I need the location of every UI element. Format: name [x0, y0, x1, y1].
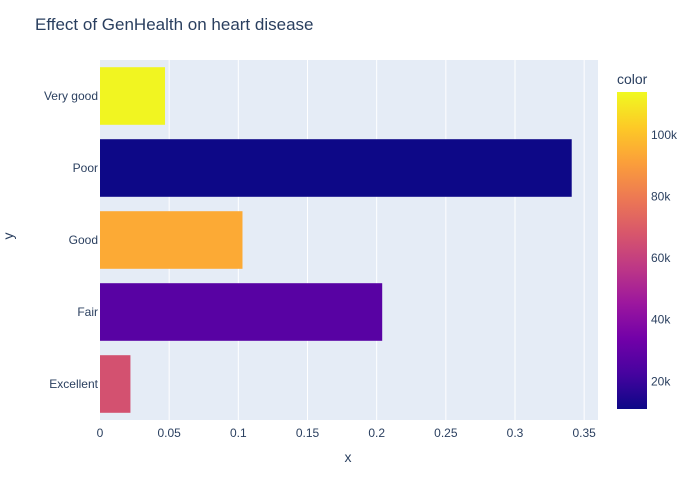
bar-excellent — [100, 355, 131, 413]
bar-good — [100, 211, 243, 269]
x-tick-labels: 0 0.05 0.1 0.15 0.2 0.25 0.3 0.35 — [97, 426, 597, 440]
y-tick-labels: Excellent Fair Good Poor Very good — [44, 89, 99, 391]
chart-title: Effect of GenHealth on heart disease — [35, 15, 313, 34]
x-axis-label: x — [345, 449, 352, 465]
colorbar-tick-label: 100k — [651, 128, 678, 142]
colorbar-tick-label: 40k — [651, 313, 671, 327]
x-tick-label: 0 — [97, 426, 104, 440]
colorbar-title: color — [617, 71, 648, 87]
y-tick-label: Fair — [77, 305, 98, 319]
x-tick-label: 0.05 — [157, 426, 181, 440]
colorbar-tick-label: 80k — [651, 190, 671, 204]
colorbar-tick-labels: 20k 40k 60k 80k 100k — [651, 128, 678, 388]
y-tick-label: Good — [69, 233, 98, 247]
x-tick-label: 0.25 — [434, 426, 458, 440]
y-axis-label: y — [0, 233, 16, 240]
x-tick-label: 0.1 — [230, 426, 247, 440]
colorbar-tick-label: 20k — [651, 374, 671, 388]
x-tick-label: 0.35 — [572, 426, 596, 440]
bar-very-good — [100, 67, 166, 125]
y-tick-label: Poor — [73, 161, 98, 175]
x-tick-label: 0.15 — [296, 426, 320, 440]
bar-poor — [100, 139, 572, 197]
x-tick-label: 0.3 — [507, 426, 524, 440]
y-tick-label: Very good — [44, 89, 98, 103]
bars — [100, 67, 572, 413]
x-tick-label: 0.2 — [368, 426, 385, 440]
colorbar — [617, 92, 647, 409]
bar-fair — [100, 283, 383, 341]
colorbar-tick-label: 60k — [651, 251, 671, 265]
y-tick-label: Excellent — [49, 377, 98, 391]
